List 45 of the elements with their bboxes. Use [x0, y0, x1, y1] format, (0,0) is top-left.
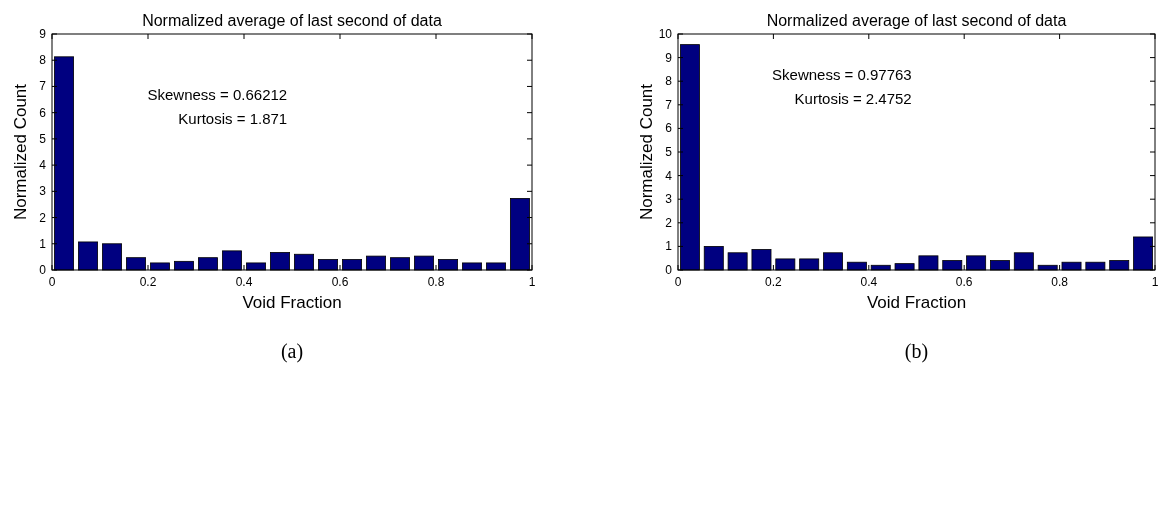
- y-tick-label: 5: [665, 145, 673, 159]
- y-tick-label: 10: [658, 27, 673, 41]
- annotation: Kurtosis = 1.871: [178, 110, 288, 127]
- y-tick-label: 1: [665, 239, 673, 254]
- y-tick-label: 3: [665, 192, 673, 207]
- x-tick-label: 0.8: [1051, 275, 1069, 289]
- text: (b): [904, 340, 929, 363]
- annotation: Skewness = 0.97763: [772, 66, 912, 83]
- y-axis-title: Normalized Count: [637, 83, 656, 221]
- chart-title: Normalized average of last second of data: [142, 12, 442, 29]
- x-tick-label: 0.2: [765, 275, 783, 289]
- y-tick-label: 4: [39, 158, 47, 173]
- x-tick-label: 0: [48, 275, 56, 289]
- chart-title: Normalized average of last second of data: [766, 12, 1067, 29]
- x-tick-label: 0.4: [860, 275, 878, 289]
- x-tick-label: 0.2: [139, 275, 157, 289]
- x-axis-title: Void Fraction: [866, 293, 967, 312]
- y-axis-title: Normalized Count: [11, 83, 30, 221]
- x-tick-label: 0.6: [955, 275, 973, 289]
- y-tick-label: 4: [665, 168, 673, 183]
- y-tick-label: 8: [665, 74, 673, 89]
- y-tick-label: 7: [665, 97, 673, 112]
- x-tick-label: 1: [528, 275, 536, 289]
- annotation: Skewness = 0.66212: [147, 86, 288, 103]
- y-tick-label: 0: [39, 263, 47, 277]
- y-tick-label: 1: [39, 236, 47, 251]
- x-tick-label: 0.6: [331, 275, 349, 289]
- x-axis-title: Void Fraction: [242, 293, 342, 312]
- x-tick-label: 1: [1151, 275, 1159, 289]
- y-tick-label: 5: [39, 131, 47, 146]
- x-tick-label: 0.8: [427, 275, 445, 289]
- y-tick-label: 6: [39, 105, 47, 120]
- y-tick-label: 0: [665, 263, 673, 277]
- y-tick-label: 3: [39, 184, 47, 199]
- y-tick-label: 9: [39, 27, 47, 41]
- text: (a): [280, 340, 304, 363]
- x-tick-label: 0: [674, 275, 682, 289]
- y-tick-label: 6: [665, 121, 673, 136]
- y-tick-label: 2: [39, 210, 47, 225]
- y-tick-label: 2: [665, 215, 673, 230]
- x-tick-label: 0.4: [235, 275, 253, 289]
- y-tick-label: 9: [665, 50, 673, 65]
- y-tick-label: 8: [39, 53, 47, 68]
- annotation: Kurtosis = 2.4752: [794, 90, 912, 107]
- y-tick-label: 7: [39, 79, 47, 94]
